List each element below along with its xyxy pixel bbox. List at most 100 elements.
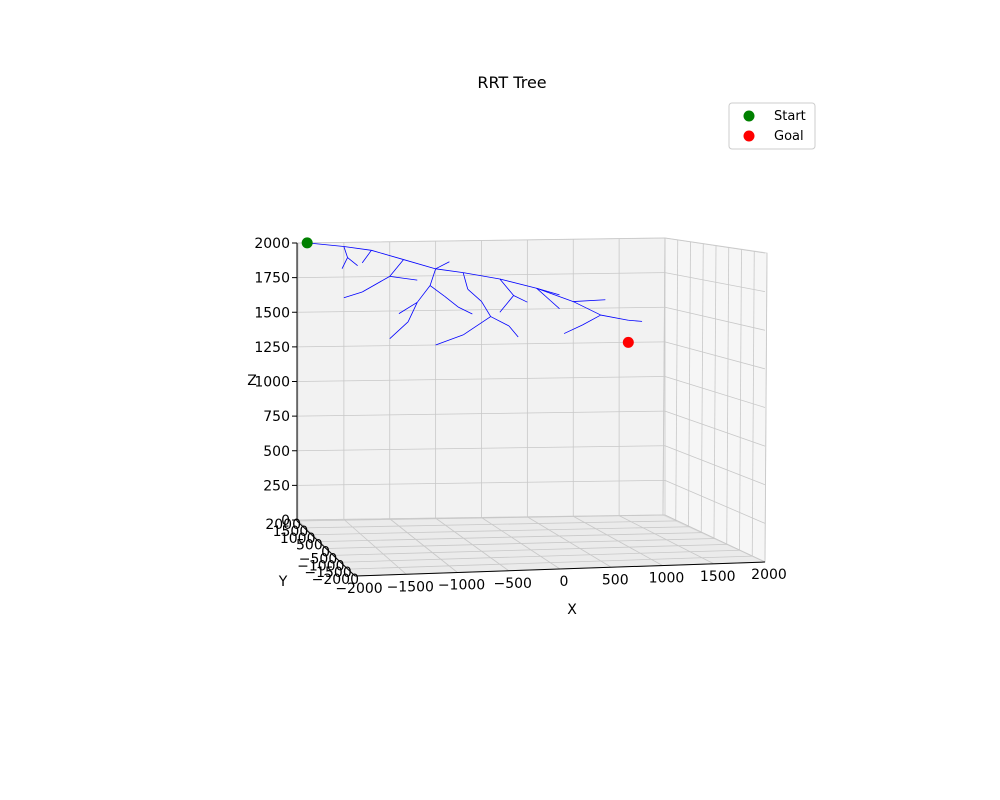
tree-edge	[341, 257, 348, 269]
tree-edge	[416, 285, 431, 303]
z-tick-label: 1500	[254, 305, 290, 321]
tree-edge	[435, 334, 464, 346]
z-grid-side-line	[664, 445, 766, 486]
goal-point	[622, 336, 634, 348]
y-tick-label: −1500	[304, 565, 351, 581]
y-tick-label: −500	[299, 551, 337, 567]
tree-edge	[407, 302, 418, 323]
x-tick-label: −1000	[438, 578, 485, 594]
z-tick-label: 1250	[254, 340, 290, 356]
x-tick-label: 1500	[700, 569, 736, 585]
start-point	[301, 237, 313, 249]
tree-edge	[536, 287, 560, 296]
y-axis-label: Y	[278, 574, 288, 590]
y-grid-side-line	[726, 247, 730, 545]
y-grid-side-line	[751, 251, 755, 557]
tree-edge	[462, 316, 491, 336]
z-tick-label: 1000	[254, 375, 290, 391]
tree-edge	[389, 321, 409, 339]
tree-edge	[536, 287, 574, 302]
tree-edge	[499, 278, 537, 289]
tree-edge	[499, 295, 514, 313]
tree-edge	[389, 259, 404, 277]
tree-edge	[389, 275, 418, 281]
axis-ticks: −2000 −1500 −1000 −500 0 500 1000 1500 200002505…	[254, 236, 786, 597]
tree-edge	[573, 299, 606, 302]
x-tick-label: 500	[602, 572, 629, 588]
tree-edge	[429, 268, 437, 286]
tree-edge	[398, 301, 418, 314]
tree-edge	[628, 319, 643, 322]
x-axis-line	[354, 561, 766, 577]
z-grid-back-line	[296, 237, 666, 244]
z-grid-back-line	[296, 272, 666, 279]
tree-edge	[462, 272, 469, 290]
y-tick-label: 0	[321, 545, 330, 561]
z-tick-label: 500	[263, 444, 290, 460]
y-grid-floor-line	[340, 549, 741, 563]
y-grid-floor-line	[325, 538, 716, 549]
y-grid-floor-line	[296, 514, 666, 522]
z-grid-back-line	[296, 306, 666, 313]
x-tick-label: 2000	[751, 567, 787, 583]
z-tick-label: 750	[263, 409, 290, 425]
x-axis-label: X	[567, 602, 577, 618]
tree-edge	[343, 246, 372, 251]
y-grid-side-line	[662, 237, 666, 516]
z-grid-back-line	[296, 376, 666, 382]
y-grid-side-line	[675, 239, 679, 521]
y-grid-floor-line	[333, 543, 728, 556]
legend-start-marker	[743, 110, 755, 122]
tree-edge	[513, 295, 528, 303]
tree-edge	[444, 296, 459, 308]
y-grid-side-line	[764, 252, 768, 563]
tree-edge	[536, 287, 551, 301]
tree-edge	[343, 246, 348, 258]
legend: Start Goal	[728, 102, 816, 150]
tree-edge	[481, 301, 492, 317]
z-grid-side-line	[664, 480, 766, 524]
tree-edge	[403, 259, 436, 270]
legend-goal-marker	[743, 130, 755, 142]
z-grid-back-line	[296, 479, 666, 486]
x-tick-label: −2000	[335, 581, 382, 597]
z-tick-label: 2000	[254, 236, 290, 252]
tree-edge	[307, 242, 344, 247]
tree-edge	[550, 300, 560, 309]
y-tick-label: 1000	[280, 531, 316, 547]
y-grid-side-line	[739, 249, 742, 551]
tree-edge	[371, 249, 404, 260]
tree-edge	[362, 276, 390, 293]
z-grid-back-line	[296, 341, 666, 348]
chart-title: RRT Tree	[477, 73, 546, 92]
y-tick-label: 500	[296, 538, 323, 554]
tree-edge	[361, 250, 372, 264]
y-tick-label: 1500	[273, 524, 309, 540]
y-tick-label: −2000	[312, 572, 359, 588]
tree-edge	[429, 285, 446, 297]
y-tick-label: 2000	[265, 517, 301, 533]
y-grid-side-line	[713, 245, 717, 539]
z-tick-label: 1750	[254, 271, 290, 287]
z-grid-side-line	[664, 306, 766, 331]
legend-start-label: Start	[774, 109, 806, 124]
z-tick-label: 250	[263, 478, 290, 494]
tree-edge	[347, 257, 358, 267]
tree-edge	[490, 316, 510, 327]
y-grid-side-line	[688, 241, 691, 527]
y-grid-floor-line	[347, 555, 753, 570]
y-grid-floor-line	[318, 532, 703, 543]
z-grid-back-line	[296, 410, 666, 417]
tree-edge	[508, 325, 519, 338]
legend-goal-label: Goal	[774, 129, 804, 144]
tree-edge	[435, 261, 450, 270]
y-tick-label: −1000	[297, 558, 344, 574]
x-grid-floor-line	[343, 519, 407, 575]
y-grid-floor-line	[304, 520, 678, 529]
x-tick-label: −500	[494, 576, 532, 592]
tree-edge	[600, 314, 629, 321]
z-axis-label: Z	[247, 373, 257, 389]
tree-edge	[582, 314, 601, 326]
endpoint-markers	[301, 237, 634, 348]
